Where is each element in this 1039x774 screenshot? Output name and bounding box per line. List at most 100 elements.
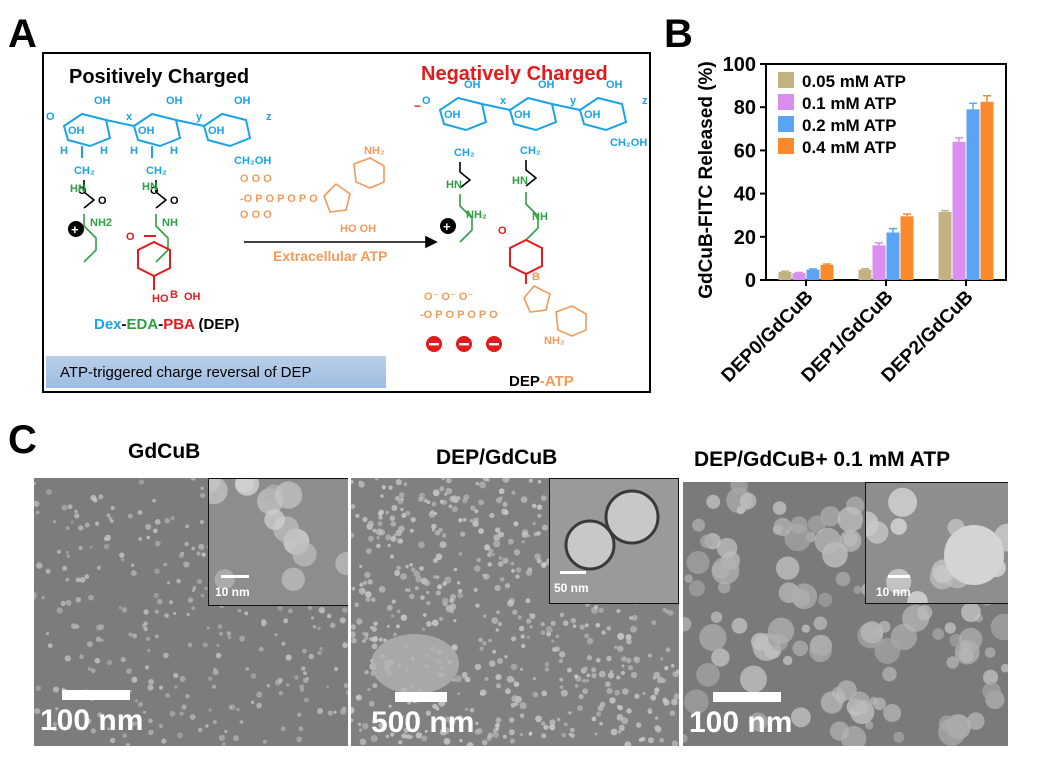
dep-atp-label: DEP-ATP xyxy=(509,373,574,390)
svg-text:OH: OH xyxy=(444,109,461,121)
svg-text:O: O xyxy=(150,185,159,197)
bar-0-2 xyxy=(806,269,820,280)
release-bar-chart: 0 20 40 60 80 100 DEP0/GdCuBDEP1/GdCuBDEP2/Gd… xyxy=(696,54,1007,387)
svg-text:-O P O P O P O: -O P O P O P O xyxy=(240,193,318,205)
y-tick-label-0: 0 xyxy=(745,270,756,292)
bar-0-0 xyxy=(778,271,792,280)
y-tick-label-1: 20 xyxy=(734,227,756,249)
tem-title-3: DEP/GdCuB+ 0.1 mM ATP xyxy=(694,448,951,471)
positive-charge-icon xyxy=(440,218,456,234)
svg-text:OH: OH xyxy=(138,125,155,137)
scale-label-2: 500 nm xyxy=(371,706,475,739)
svg-text:z: z xyxy=(266,111,272,123)
svg-text:O O O: O O O xyxy=(240,209,272,221)
heading-positive: Positively Charged xyxy=(69,66,250,88)
panel-letter-c: C xyxy=(8,418,37,462)
svg-text:O: O xyxy=(170,195,179,207)
pba-ring xyxy=(137,235,171,290)
svg-text:B: B xyxy=(532,271,540,283)
tem-inset-3: 10 nm xyxy=(865,482,1008,604)
y-tick-label-2: 40 xyxy=(734,184,756,206)
svg-text:HO OH: HO OH xyxy=(340,223,376,235)
bar-2-0 xyxy=(938,211,952,280)
legend-label-0: 0.05 mM ATP xyxy=(802,72,906,91)
negative-charge-icons xyxy=(426,336,502,352)
tem-image-dep-gdcub-atp: 10 nm 100 nm xyxy=(683,482,1008,746)
y-axis-ticks: 0 20 40 60 80 100 xyxy=(723,54,766,292)
scale-bar-2 xyxy=(395,692,447,702)
scale-bar-1 xyxy=(62,690,130,700)
svg-text:+: + xyxy=(71,222,79,237)
inset-scale-label-3: 10 nm xyxy=(876,585,911,599)
bar-2-2 xyxy=(966,109,980,280)
heading-negative: Negatively Charged xyxy=(421,63,608,85)
scale-label-1: 100 nm xyxy=(40,704,144,737)
svg-text:HN: HN xyxy=(142,181,158,193)
bar-0-1 xyxy=(792,273,806,280)
svg-text:OH: OH xyxy=(606,79,623,91)
dep-label: Dex-EDA-PBA (DEP) xyxy=(94,316,240,333)
svg-text:O: O xyxy=(498,225,507,237)
svg-text:CH₂: CH₂ xyxy=(74,165,95,177)
svg-text:OH: OH xyxy=(166,95,183,107)
svg-text:x: x xyxy=(500,95,507,107)
svg-text:OH: OH xyxy=(464,79,481,91)
y-tick-label-5: 100 xyxy=(723,54,756,76)
svg-text:H: H xyxy=(100,145,108,157)
boron-label: B xyxy=(170,289,178,301)
tem-title-1: GdCuB xyxy=(128,440,201,463)
svg-text:y: y xyxy=(570,95,577,107)
svg-text:H: H xyxy=(170,145,178,157)
y-axis-label: GdCuB-FITC Released (%) xyxy=(696,61,717,299)
svg-text:NH₂: NH₂ xyxy=(466,209,487,221)
bar-2-1 xyxy=(952,141,966,280)
bar-0-3 xyxy=(820,264,834,280)
svg-text:+: + xyxy=(443,219,451,234)
svg-text:O: O xyxy=(78,185,87,197)
bar-1-0 xyxy=(858,269,872,280)
scale-label-3: 100 nm xyxy=(689,706,793,739)
legend: 0.05 mM ATP 0.1 mM ATP 0.2 mM ATP 0.4 mM AT… xyxy=(778,72,906,157)
svg-text:x: x xyxy=(126,111,133,123)
svg-text:O: O xyxy=(98,195,107,207)
svg-text:CH₂OH: CH₂OH xyxy=(610,137,647,149)
svg-text:HN: HN xyxy=(446,179,462,191)
inset-scale-label-2: 50 nm xyxy=(554,581,589,595)
inset-scale-bar-1 xyxy=(221,575,249,578)
bar-1-3 xyxy=(900,216,914,280)
tem-inset-1: 10 nm xyxy=(208,478,348,606)
bar-series xyxy=(778,95,994,280)
svg-text:CH₂: CH₂ xyxy=(520,145,541,157)
oh-label: OH xyxy=(184,291,201,303)
svg-text:OH: OH xyxy=(94,95,111,107)
svg-text:OH: OH xyxy=(514,109,531,121)
svg-text:O: O xyxy=(46,111,55,123)
reagent-label: Extracellular ATP xyxy=(273,248,388,264)
legend-label-1: 0.1 mM ATP xyxy=(802,94,896,113)
svg-text:OH: OH xyxy=(68,125,85,137)
legend-swatch-3 xyxy=(778,138,794,154)
tem-title-2: DEP/GdCuB xyxy=(436,446,558,469)
legend-swatch-2 xyxy=(778,116,794,132)
atp-molecule: O O O -O P O P O P O O O O NH₂ HO OH xyxy=(240,145,385,235)
svg-text:HN: HN xyxy=(70,183,86,195)
svg-text:z: z xyxy=(642,95,648,107)
svg-text:−: − xyxy=(414,99,421,113)
nh-label: NH xyxy=(162,217,178,229)
svg-text:CH₂OH: CH₂OH xyxy=(234,155,271,167)
legend-label-2: 0.2 mM ATP xyxy=(802,116,896,135)
svg-text:O⁻ O⁻ O⁻: O⁻ O⁻ O⁻ xyxy=(424,291,473,303)
bar-2-3 xyxy=(980,101,994,280)
bar-1-2 xyxy=(886,232,900,280)
legend-swatch-0 xyxy=(778,72,794,88)
dextran-backbone-right xyxy=(438,96,628,132)
nh2-label: NH2 xyxy=(90,217,112,229)
inset-scale-label-1: 10 nm xyxy=(215,585,250,599)
svg-text:NH₂: NH₂ xyxy=(364,145,385,157)
svg-text:-O P O P O P O: -O P O P O P O xyxy=(420,309,498,321)
svg-text:HN: HN xyxy=(512,175,528,187)
y-tick-label-3: 60 xyxy=(734,140,756,162)
reaction-arrow xyxy=(244,235,438,249)
